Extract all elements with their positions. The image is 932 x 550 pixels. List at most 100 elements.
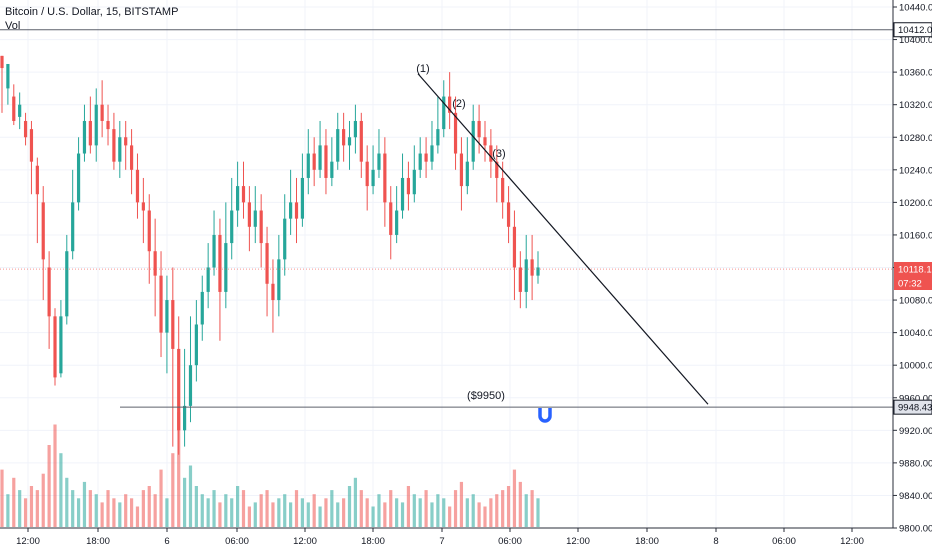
candle-body [418, 153, 422, 170]
y-tick-label: 9800.00 [899, 524, 932, 535]
candle-body [230, 210, 234, 244]
volume-bar [442, 498, 446, 527]
volume-bar [524, 494, 528, 527]
x-tick-label: 18:00 [635, 536, 659, 547]
candle-body [76, 153, 81, 203]
volume-bar [324, 498, 328, 527]
volume-bar [236, 486, 240, 527]
candle-body [65, 251, 69, 317]
x-tick-label: 06:00 [498, 536, 522, 547]
volume-bar [536, 498, 540, 527]
candle-body [88, 120, 92, 146]
volume-bar [265, 490, 269, 527]
candle-body [35, 165, 39, 195]
volume-bar [112, 498, 116, 527]
x-tick-label: 06:00 [772, 536, 796, 547]
candle-body [342, 129, 346, 146]
volume-bar [182, 477, 187, 527]
descending-trendline[interactable] [417, 73, 709, 405]
volume-bar [342, 498, 346, 527]
trendline[interactable] [417, 73, 709, 405]
volume-bar [353, 477, 358, 527]
volume-bar [147, 486, 151, 527]
candle-body [112, 129, 116, 162]
candle-body [236, 186, 240, 211]
candle-body [312, 153, 316, 170]
volume-bar [436, 494, 440, 527]
volume-bar [106, 490, 110, 527]
candle-body [442, 96, 446, 130]
candle-body [94, 104, 98, 146]
candle-body [495, 161, 499, 178]
volume-label: Vol [5, 20, 21, 32]
volume-bar [277, 498, 281, 527]
candle-body [165, 300, 169, 333]
candle-body [141, 202, 145, 211]
y-tick-label: 9840.00 [899, 491, 932, 502]
volume-bar [224, 494, 228, 527]
candle-body [71, 202, 75, 252]
volume-bar [177, 412, 181, 527]
volume-bar [330, 490, 334, 527]
volume-bar [501, 490, 505, 527]
candle-body [465, 161, 469, 187]
candle-body [188, 365, 193, 406]
y-axis[interactable]: 10440.00 10400.00 10360.00 10320.00 10280.00… [892, 0, 932, 535]
candle-body [177, 348, 181, 431]
candle-body [336, 129, 340, 162]
x-axis[interactable]: 12:00 18:00 6 06:00 12:00 18:00 7 06:00 12:00 18:… [0, 527, 893, 547]
volume-bar [306, 502, 310, 527]
candles [0, 55, 540, 455]
candle-body [247, 202, 251, 227]
volume-bar [471, 494, 475, 527]
support-price-tag: 9948.43 [898, 403, 932, 414]
chart-legend: Bitcoin / U.S. Dollar, 15, BITSTAMP Vol [5, 5, 178, 33]
candle-body [389, 202, 393, 235]
volume-bar [71, 490, 75, 527]
candle-body [259, 210, 263, 244]
y-tick-label: 10280.00 [899, 133, 932, 144]
candle-body [241, 186, 246, 203]
volume-bar [512, 469, 517, 527]
candle-body [536, 267, 540, 276]
volume-bar [389, 490, 393, 527]
candle-body [289, 202, 293, 219]
x-tick-label: 7 [439, 536, 444, 547]
volume-bar [141, 490, 145, 527]
volume-bar [347, 486, 352, 527]
y-tick-label: 10080.00 [899, 296, 932, 307]
candle-body [483, 137, 487, 146]
volume-bar [518, 481, 522, 527]
horizontal-lines [0, 29, 893, 408]
volume-bar [129, 498, 134, 527]
volume-bar [59, 453, 63, 527]
annotation-label: (2) [452, 98, 465, 110]
volume-bar [477, 502, 481, 527]
candle-body [412, 169, 416, 195]
annotation-label: ($9950) [467, 390, 505, 402]
candle-body [365, 161, 369, 187]
candle-body [23, 120, 28, 138]
candle-body [47, 267, 51, 317]
symbol-title: Bitcoin / U.S. Dollar, 15, BITSTAMP [5, 6, 179, 18]
volume-bar [218, 502, 222, 527]
candle-body [277, 259, 281, 301]
candle-body [283, 218, 287, 260]
volume-bar [12, 477, 16, 527]
candle-body [224, 243, 228, 292]
volume-bar [206, 498, 210, 527]
candle-body [271, 283, 275, 301]
volume-bar [383, 502, 387, 527]
volume-bar [165, 498, 169, 527]
y-tick-label: 10240.00 [899, 165, 932, 176]
candle-body [377, 153, 381, 170]
volume-bar [377, 494, 381, 527]
magnet-icon[interactable] [538, 408, 552, 423]
y-tick-label: 10360.00 [899, 68, 932, 79]
y-tick-label: 10400.00 [899, 35, 932, 46]
volume-bar [0, 469, 4, 527]
countdown-tag: 07:32 [898, 279, 922, 290]
volume-bar [200, 494, 204, 527]
volume-bar [100, 502, 104, 527]
